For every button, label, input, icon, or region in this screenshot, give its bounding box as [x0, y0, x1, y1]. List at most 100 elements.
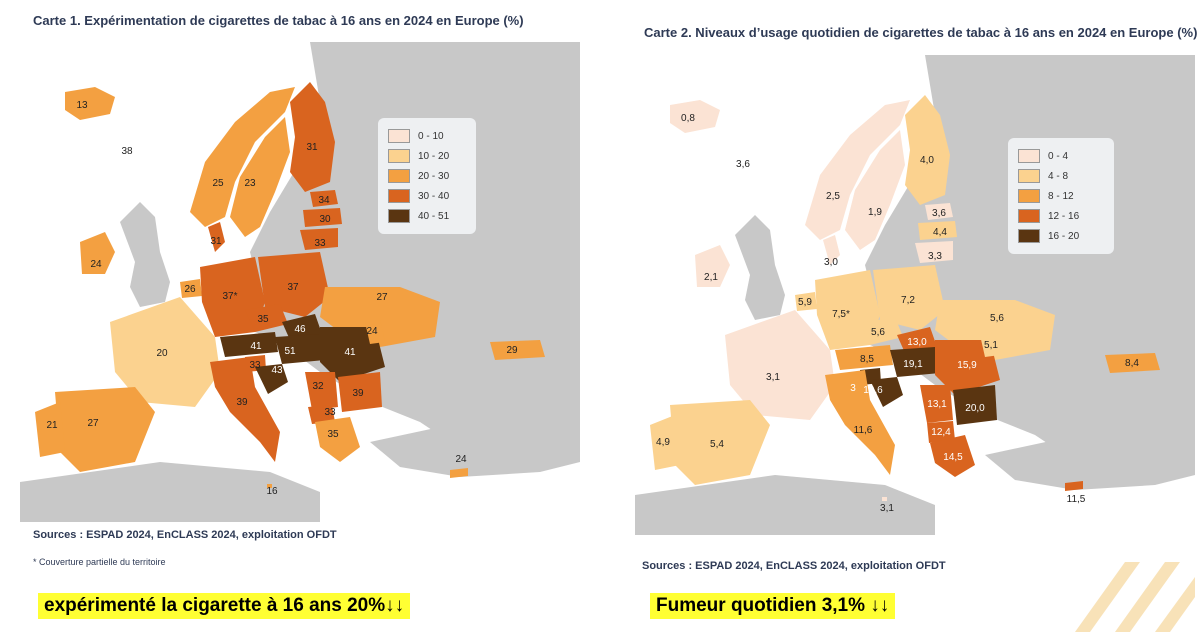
- map2-val-ireland: 2,1: [704, 272, 718, 283]
- map1-legend-swatch: [388, 189, 410, 203]
- map2-spain: [670, 400, 770, 485]
- map1-source: Sources : ESPAD 2024, EnCLASS 2024, expl…: [33, 529, 337, 541]
- map2-val-croatia: 3: [850, 383, 856, 394]
- map2-val-estonia: 3,6: [932, 208, 946, 219]
- map2-turkey: [985, 440, 1175, 490]
- map2-val-cyprus: 11,5: [1067, 494, 1086, 505]
- map2-val-spain: 5,4: [710, 439, 724, 450]
- map1-legend-label: 20 - 30: [418, 170, 450, 182]
- map2-val-poland: 7,2: [901, 295, 915, 306]
- map1-legend-label: 30 - 40: [418, 190, 450, 202]
- map1-africa: [20, 462, 320, 522]
- map2-caption: Fumeur quotidien 3,1% ↓↓: [650, 593, 896, 619]
- map2-val-belgium: 5,9: [798, 297, 812, 308]
- map2-legend: 0 - 4 4 - 8 8 - 12 12 - 16 16 - 20: [1008, 138, 1114, 254]
- map1-legend-swatch: [388, 129, 410, 143]
- map2-val-greece: 14,5: [943, 452, 963, 463]
- map2-czechia: [860, 317, 903, 345]
- map1-malta: [267, 484, 272, 488]
- map2-val-italy: 11,6: [854, 425, 873, 436]
- map1-uk: [120, 202, 170, 307]
- map2-north-macedonia: [927, 421, 955, 443]
- map2-val-norway: 2,5: [826, 191, 840, 202]
- map2-legend-item: 16 - 20: [1018, 226, 1104, 246]
- map1-val-slovenia: 33: [249, 360, 261, 371]
- map2-legend-swatch: [1018, 189, 1040, 203]
- map2-legend-label: 0 - 4: [1048, 150, 1069, 162]
- map2-finland: [905, 95, 950, 205]
- map2-denmark: [823, 235, 840, 265]
- map1-legend-label: 10 - 20: [418, 150, 450, 162]
- map2-svg: 0,8 3,6 2,5 1,9 4,0 3,6 4,4 3,3 3,0 2,1 …: [635, 55, 1195, 535]
- map1-hungary: [275, 334, 325, 364]
- map2-norway: [805, 100, 910, 240]
- map1-legend-swatch: [388, 149, 410, 163]
- map1-val-belgium: 26: [184, 284, 196, 295]
- map1-greece: [315, 417, 360, 462]
- map1-val-lithuania: 33: [314, 238, 326, 249]
- map2-val-malta: 3,1: [880, 503, 894, 514]
- map2-legend-label: 8 - 12: [1048, 190, 1074, 202]
- map1-legend-swatch: [388, 169, 410, 183]
- map1-title: Carte 1. Expérimentation de cigarettes d…: [33, 13, 524, 28]
- map1-val-sweden: 23: [244, 178, 256, 189]
- map2-legend-swatch: [1018, 209, 1040, 223]
- map2-val-slovakia: 13,0: [907, 337, 927, 348]
- map2-val-czechia: 5,6: [871, 327, 885, 338]
- map1-note: * Couverture partielle du territoire: [33, 557, 166, 567]
- map1-moldova: [365, 320, 385, 344]
- map1-turkey: [370, 427, 560, 477]
- map1-belarus: [350, 257, 405, 292]
- map1-val-romania: 41: [344, 347, 356, 358]
- map2-legend-item: 8 - 12: [1018, 186, 1104, 206]
- map1-legend-item: 30 - 40: [388, 186, 466, 206]
- map2-val-france: 3,1: [766, 372, 780, 383]
- map1-caption: expérimenté la cigarette à 16 ans 20%↓↓: [38, 593, 411, 619]
- map2-val-ukraine: 5,6: [990, 313, 1004, 324]
- map2-moldova: [980, 333, 1000, 357]
- map1-iceland: [65, 87, 115, 120]
- map1-legend-swatch: [388, 209, 410, 223]
- map1-georgia: [490, 340, 545, 360]
- map1-val-norway: 25: [212, 178, 224, 189]
- map1-val-estonia: 34: [318, 195, 330, 206]
- map2-legend-swatch: [1018, 149, 1040, 163]
- map1-legend-label: 0 - 10: [418, 130, 444, 142]
- map2-val-denmark: 3,0: [824, 257, 838, 268]
- map1-val-greece: 35: [327, 429, 339, 440]
- map2-val-hungary: 19,1: [903, 359, 923, 370]
- map2-serbia: [920, 385, 953, 423]
- decorative-stripes: [1075, 562, 1195, 632]
- map1-val-ireland: 24: [90, 259, 102, 270]
- map2-val-slovenia: 19,6: [863, 385, 883, 396]
- map1-finland: [290, 82, 335, 192]
- map2-legend-item: 0 - 4: [1018, 146, 1104, 166]
- map2-val-finland: 4,0: [920, 155, 934, 166]
- map1-val-serbia: 32: [312, 381, 324, 392]
- map1-latvia: [303, 208, 342, 227]
- map1-val-portugal: 21: [46, 420, 58, 431]
- map1-bulgaria: [338, 372, 382, 412]
- map2-greece: [930, 435, 975, 477]
- map2-title: Carte 2. Niveaux d’usage quotidien de ci…: [644, 25, 1198, 40]
- map1-lithuania: [300, 228, 338, 250]
- map2-lithuania: [915, 241, 953, 263]
- map1-panel: Carte 1. Expérimentation de cigarettes d…: [20, 13, 580, 619]
- map1-val-france: 20: [156, 348, 168, 359]
- map1-val-italy: 39: [236, 397, 248, 408]
- map2-estonia: [925, 203, 953, 220]
- map2-val-romania: 15,9: [957, 360, 977, 371]
- map1-portugal: [35, 402, 65, 457]
- map1-val-czechia: 35: [257, 314, 269, 325]
- map1-belgium: [180, 279, 202, 298]
- map2-val-north-macedonia: 12,4: [931, 427, 951, 438]
- map1-val-bulgaria: 39: [352, 388, 364, 399]
- map2-iceland: [670, 100, 720, 133]
- map1-legend-label: 40 - 51: [418, 210, 450, 222]
- map2-france: [725, 310, 835, 420]
- map1-romania: [320, 327, 385, 382]
- map2-val-faroe: 3,6: [736, 159, 750, 170]
- map1-val-spain: 27: [87, 418, 99, 429]
- map1-sweden: [230, 117, 290, 237]
- map2-latvia: [918, 221, 957, 240]
